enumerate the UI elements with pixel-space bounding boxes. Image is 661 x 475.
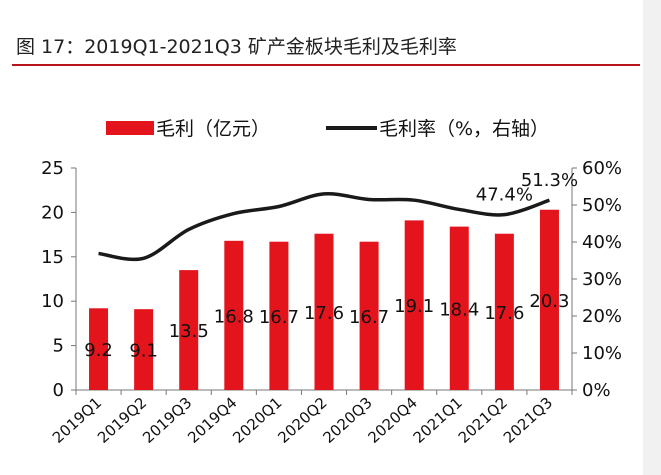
x-category-label: 2019Q4 xyxy=(184,394,240,447)
axes: 0 5 10 15 20 25 0% 10% 20% 30% 40% 50% 60% xyxy=(41,158,622,401)
x-category-label: 2021Q3 xyxy=(500,394,556,447)
x-category-label: 2019Q2 xyxy=(94,394,150,447)
y-left-tick-label: 5 xyxy=(53,336,64,357)
margin-line-series: 47.4%51.3% xyxy=(98,170,578,262)
y-left-tick-label: 15 xyxy=(41,247,64,268)
bar-value-label: 9.2 xyxy=(84,340,113,361)
bar-data-labels: 9.2 9.113.516.8 16.7 17.6 16.719.1 18.4 17.620… xyxy=(84,291,569,362)
y-right-tick-label: 50% xyxy=(582,195,622,216)
y-left-tick-label: 0 xyxy=(53,380,64,401)
x-category-label: 2020Q4 xyxy=(365,394,421,447)
bar-gross-profit xyxy=(224,240,244,390)
bar-gross-profit xyxy=(359,241,379,390)
y-right-tick-label: 0% xyxy=(582,380,611,401)
bar-value-label: 20.3 xyxy=(529,291,569,312)
legend: 毛利（亿元） 毛利率（%，右轴） xyxy=(106,118,549,140)
y-right-tick-label: 40% xyxy=(582,232,622,253)
x-category-label: 2019Q3 xyxy=(139,394,195,447)
figure-title: 图 17：2019Q1-2021Q3 矿产金板块毛利及毛利率 xyxy=(16,36,457,58)
y-left-tick-label: 20 xyxy=(41,202,64,223)
bar-gross-profit xyxy=(89,308,109,390)
bar-gross-profit xyxy=(314,233,334,390)
bar-gross-profit xyxy=(134,309,154,390)
bar-gross-profit xyxy=(404,220,424,390)
bar-gross-profit xyxy=(179,270,199,390)
bar-gross-profit xyxy=(449,226,469,390)
y-right-tick-label: 30% xyxy=(582,269,622,290)
x-category-label: 2021Q2 xyxy=(455,394,511,447)
bar-value-label: 18.4 xyxy=(439,299,479,320)
x-category-label: 2020Q2 xyxy=(274,394,330,447)
y-right-tick-label: 60% xyxy=(582,158,622,179)
legend-bar-swatch xyxy=(106,121,154,135)
bar-series xyxy=(89,209,559,390)
x-category-label: 2020Q1 xyxy=(229,394,285,447)
bar-value-label: 16.8 xyxy=(214,306,254,327)
bar-gross-profit xyxy=(269,241,289,390)
bar-value-label: 17.6 xyxy=(484,303,524,324)
bar-value-label: 9.1 xyxy=(129,341,158,362)
bar-value-label: 16.7 xyxy=(349,307,389,328)
y-left-tick-label: 25 xyxy=(41,158,64,179)
x-category-label: 2021Q1 xyxy=(410,394,466,447)
bar-value-label: 17.6 xyxy=(304,303,344,324)
x-axis-labels: 2019Q12019Q22019Q32019Q42020Q12020Q22020… xyxy=(49,394,556,447)
bar-gross-profit xyxy=(494,233,514,390)
y-left-tick-label: 10 xyxy=(41,291,64,312)
title-divider xyxy=(12,64,640,66)
page-edge-strip xyxy=(643,0,661,475)
bar-value-label: 16.7 xyxy=(259,307,299,328)
margin-value-label: 51.3% xyxy=(521,170,578,191)
legend-line-label: 毛利率（%，右轴） xyxy=(379,118,549,140)
bar-value-label: 19.1 xyxy=(394,296,434,317)
x-category-label: 2019Q1 xyxy=(49,394,105,447)
margin-value-label: 47.4% xyxy=(476,185,533,206)
legend-bar-label: 毛利（亿元） xyxy=(156,118,270,140)
y-right-tick-label: 20% xyxy=(582,306,622,327)
x-category-label: 2020Q3 xyxy=(319,394,375,447)
bar-value-label: 13.5 xyxy=(169,321,209,342)
bar-gross-profit xyxy=(539,209,559,390)
y-right-tick-label: 10% xyxy=(582,343,622,364)
